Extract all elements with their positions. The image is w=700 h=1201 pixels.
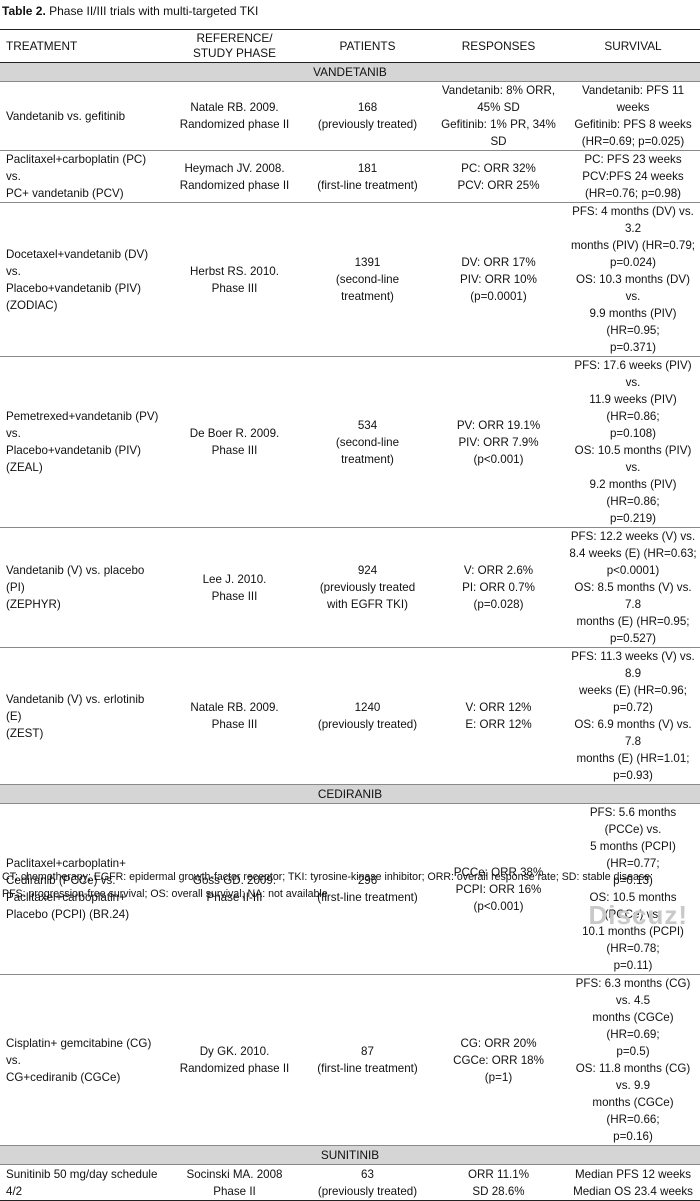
group-row-sunitinib: SUNITINIB — [0, 1145, 700, 1165]
table-row: Pemetrexed+vandetanib (PV) vs. Placebo+v… — [0, 356, 700, 528]
cell-responses: PV: ORR 19.1% PIV: ORR 7.9% (p<0.001) — [431, 356, 566, 528]
cell-survival: PFS: 4 months (DV) vs. 3.2 months (PIV) … — [566, 202, 700, 357]
cell-patients: 168 (previously treated) — [304, 81, 431, 151]
table-row: Paclitaxel+carboplatin (PC) vs. PC+ vand… — [0, 150, 700, 203]
table-caption-text: Phase II/III trials with multi-targeted … — [45, 4, 259, 18]
header-survival: SURVIVAL — [566, 29, 700, 63]
cell-patients: 87 (first-line treatment) — [304, 974, 431, 1146]
header-treatment: TREATMENT — [0, 29, 165, 63]
cell-survival: PFS: 17.6 weeks (PIV) vs. 11.9 weeks (PI… — [566, 356, 700, 528]
cell-treatment: Vandetanib (V) vs. erlotinib (E) (ZEST) — [0, 647, 165, 785]
cell-reference: Dy GK. 2010. Randomized phase II — [165, 974, 304, 1146]
table-row: Vandetanib (V) vs. placebo (PI) (ZEPHYR)… — [0, 527, 700, 648]
table-caption-label: Table 2. — [2, 4, 46, 18]
trials-table: TREATMENT REFERENCE/ STUDY PHASE PATIENT… — [0, 29, 700, 1201]
cell-treatment: Sunitinib 50 mg/day schedule 4/2 — [0, 1164, 165, 1201]
table-row: Vandetanib vs. gefitinib Natale RB. 2009… — [0, 81, 700, 151]
cell-patients: 534 (second-line treatment) — [304, 356, 431, 528]
cell-reference: Herbst RS. 2010. Phase III — [165, 202, 304, 357]
cell-treatment: Cisplatin+ gemcitabine (CG) vs. CG+cedir… — [0, 974, 165, 1146]
cell-responses: ORR 11.1% SD 28.6% — [431, 1164, 566, 1201]
cell-reference: Heymach JV. 2008. Randomized phase II — [165, 150, 304, 203]
watermark-logo: Discuz! — [588, 900, 688, 930]
table-header-row: TREATMENT REFERENCE/ STUDY PHASE PATIENT… — [0, 29, 700, 63]
cell-survival: Median PFS 12 weeks Median OS 23.4 weeks — [566, 1164, 700, 1201]
cell-reference: De Boer R. 2009. Phase III — [165, 356, 304, 528]
header-reference: REFERENCE/ STUDY PHASE — [165, 29, 304, 63]
cell-survival: Vandetanib: PFS 11 weeks Gefitinib: PFS … — [566, 81, 700, 151]
cell-survival: PFS: 6.3 months (CG) vs. 4.5 months (CGC… — [566, 974, 700, 1146]
group-label: SUNITINIB — [0, 1145, 700, 1165]
table-row: Vandetanib (V) vs. erlotinib (E) (ZEST) … — [0, 647, 700, 785]
cell-reference: Socinski MA. 2008 Phase II — [165, 1164, 304, 1201]
cell-treatment: Paclitaxel+carboplatin (PC) vs. PC+ vand… — [0, 150, 165, 203]
cell-patients: 1240 (previously treated) — [304, 647, 431, 785]
table-caption: Table 2. Phase II/III trials with multi-… — [2, 2, 258, 20]
cell-responses: DV: ORR 17% PIV: ORR 10% (p=0.0001) — [431, 202, 566, 357]
cell-treatment: Vandetanib vs. gefitinib — [0, 81, 165, 151]
cell-reference: Lee J. 2010. Phase III — [165, 527, 304, 648]
cell-reference: Natale RB. 2009. Phase III — [165, 647, 304, 785]
table-row: Docetaxel+vandetanib (DV) vs. Placebo+va… — [0, 202, 700, 357]
header-responses: RESPONSES — [431, 29, 566, 63]
cell-survival: PFS: 12.2 weeks (V) vs. 8.4 weeks (E) (H… — [566, 527, 700, 648]
cell-treatment: Docetaxel+vandetanib (DV) vs. Placebo+va… — [0, 202, 165, 357]
group-label: VANDETANIB — [0, 62, 700, 82]
cell-treatment: Vandetanib (V) vs. placebo (PI) (ZEPHYR) — [0, 527, 165, 648]
header-patients: PATIENTS — [304, 29, 431, 63]
cell-responses: V: ORR 12% E: ORR 12% — [431, 647, 566, 785]
cell-responses: PC: ORR 32% PCV: ORR 25% — [431, 150, 566, 203]
cell-responses: CG: ORR 20% CGCe: ORR 18% (p=1) — [431, 974, 566, 1146]
group-label: CEDIRANIB — [0, 784, 700, 804]
group-row-vandetanib: VANDETANIB — [0, 62, 700, 82]
cell-responses: Vandetanib: 8% ORR, 45% SD Gefitinib: 1%… — [431, 81, 566, 151]
cell-patients: 181 (first-line treatment) — [304, 150, 431, 203]
cell-patients: 924 (previously treated with EGFR TKI) — [304, 527, 431, 648]
table-footnote: CT: chemotherapy; EGFR: epidermal growth… — [2, 871, 654, 900]
table-row: Sunitinib 50 mg/day schedule 4/2 Socinsk… — [0, 1164, 700, 1201]
cell-patients: 63 (previously treated) — [304, 1164, 431, 1201]
cell-responses: V: ORR 2.6% PI: ORR 0.7% (p=0.028) — [431, 527, 566, 648]
table-row: Cisplatin+ gemcitabine (CG) vs. CG+cedir… — [0, 974, 700, 1146]
cell-patients: 1391 (second-line treatment) — [304, 202, 431, 357]
cell-treatment: Pemetrexed+vandetanib (PV) vs. Placebo+v… — [0, 356, 165, 528]
cell-survival: PFS: 11.3 weeks (V) vs. 8.9 weeks (E) (H… — [566, 647, 700, 785]
group-row-cediranib: CEDIRANIB — [0, 784, 700, 804]
cell-reference: Natale RB. 2009. Randomized phase II — [165, 81, 304, 151]
cell-survival: PC: PFS 23 weeks PCV:PFS 24 weeks (HR=0.… — [566, 150, 700, 203]
